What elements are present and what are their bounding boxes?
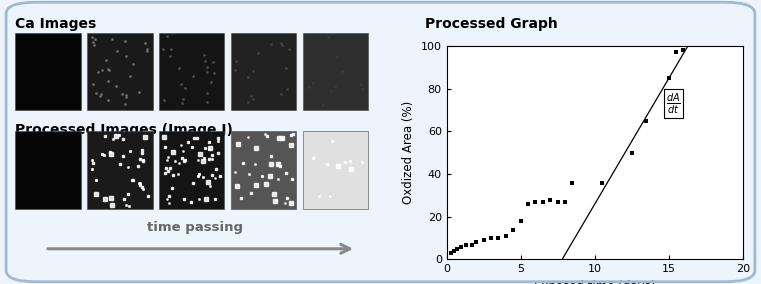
FancyBboxPatch shape xyxy=(231,131,296,209)
FancyBboxPatch shape xyxy=(231,33,296,110)
Text: Processed Images (Image J): Processed Images (Image J) xyxy=(15,123,233,137)
FancyBboxPatch shape xyxy=(159,33,224,110)
FancyBboxPatch shape xyxy=(303,33,368,110)
Text: time passing: time passing xyxy=(147,221,243,234)
FancyBboxPatch shape xyxy=(15,131,81,209)
FancyBboxPatch shape xyxy=(87,33,152,110)
FancyBboxPatch shape xyxy=(15,33,81,110)
FancyBboxPatch shape xyxy=(87,131,152,209)
Text: Processed Graph: Processed Graph xyxy=(425,16,558,30)
FancyBboxPatch shape xyxy=(159,131,224,209)
Text: Ca Images: Ca Images xyxy=(15,16,97,30)
FancyBboxPatch shape xyxy=(303,131,368,209)
